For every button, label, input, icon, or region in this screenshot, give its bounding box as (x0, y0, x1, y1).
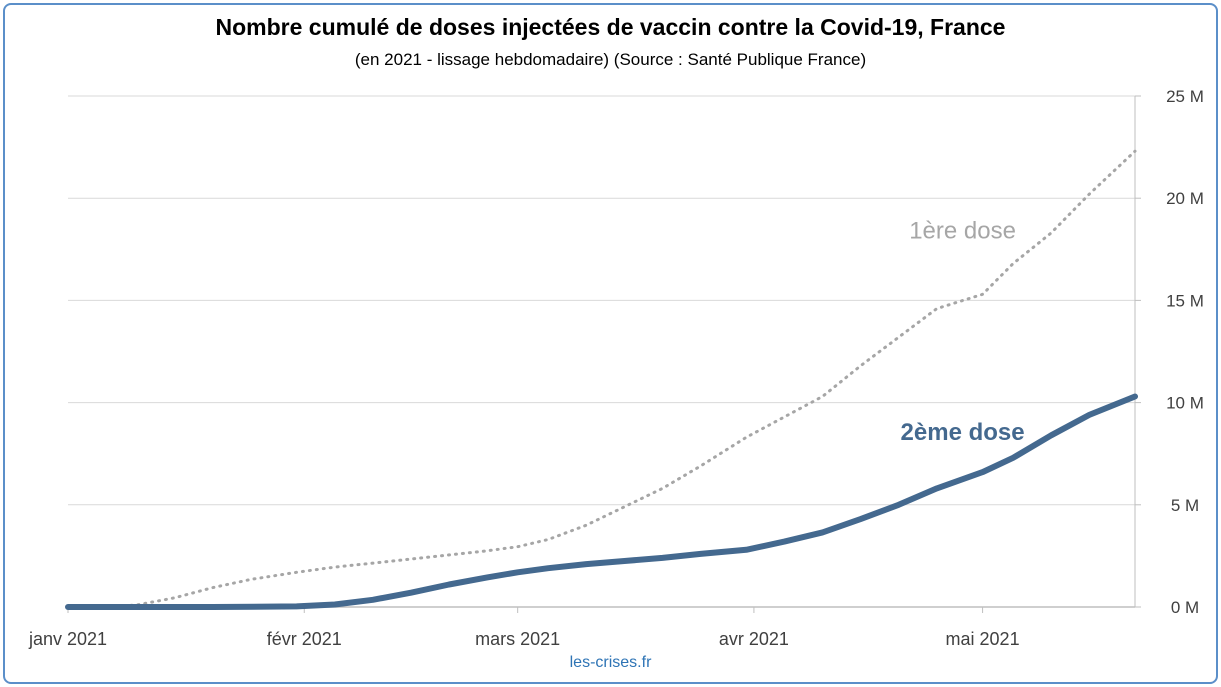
y-tick-label: 25 M (1166, 87, 1204, 106)
x-tick-label: avr 2021 (719, 629, 789, 649)
x-tick-label: mai 2021 (946, 629, 1020, 649)
series-label-1: 1ère dose (909, 217, 1016, 244)
series-label-2: 2ème dose (901, 419, 1025, 446)
y-tick-label: 20 M (1166, 189, 1204, 208)
y-tick-label: 10 M (1166, 394, 1204, 413)
x-tick-label: janv 2021 (28, 629, 107, 649)
series-line-2 (65, 393, 1138, 610)
y-tick-label: 0 M (1171, 598, 1199, 617)
series-line-1 (66, 149, 1137, 609)
chart-title: Nombre cumulé de doses injectées de vacc… (215, 14, 1006, 40)
chart-subtitle: (en 2021 - lissage hebdomadaire) (Source… (354, 50, 867, 69)
y-tick-label: 15 M (1166, 291, 1204, 310)
x-tick-label: févr 2021 (267, 629, 342, 649)
source-label: les-crises.fr (569, 654, 652, 671)
x-tick-label: mars 2021 (475, 629, 560, 649)
y-tick-label: 5 M (1171, 496, 1199, 515)
chart-frame (3, 3, 1218, 684)
